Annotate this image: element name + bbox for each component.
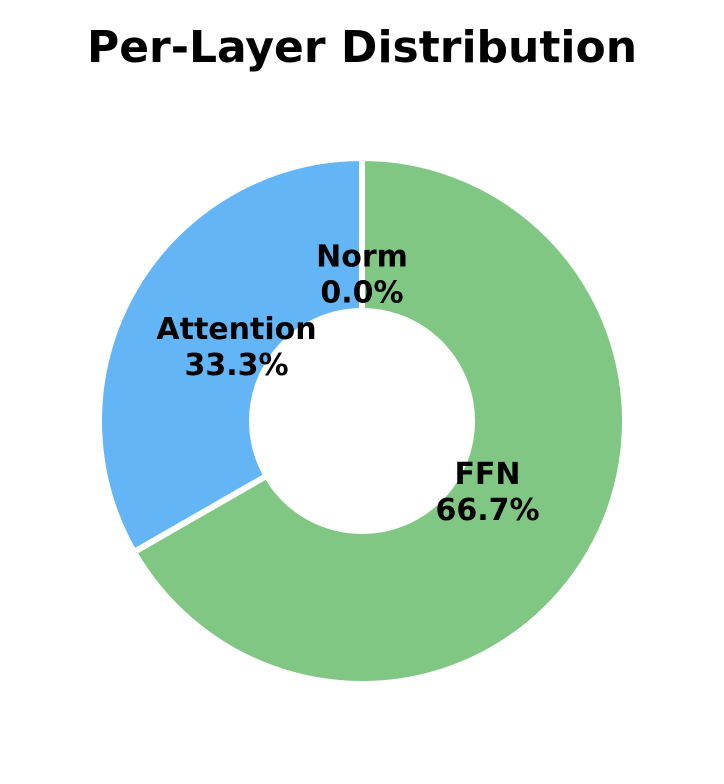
donut-wedge bbox=[96, 154, 365, 557]
wedge-value-label: 33.3% bbox=[184, 348, 288, 383]
wedge-label: FFN bbox=[454, 457, 520, 492]
wedge-label: Norm bbox=[316, 240, 408, 275]
wedge-value-label: 0.0% bbox=[320, 276, 403, 311]
wedge-label: Attention bbox=[156, 312, 316, 347]
wedge-value-label: 66.7% bbox=[435, 493, 539, 528]
donut-wedge bbox=[129, 154, 628, 687]
chart-title: Per-Layer Distribution bbox=[87, 22, 637, 73]
